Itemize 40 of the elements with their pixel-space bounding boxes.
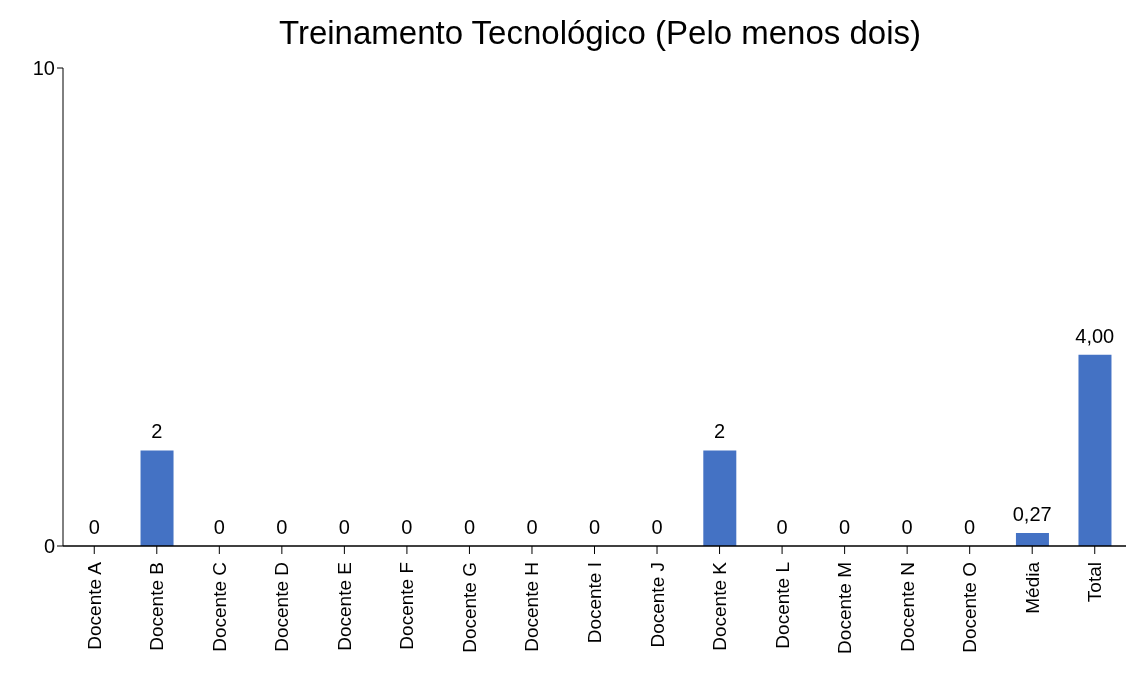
x-tick-label: Docente A — [83, 561, 105, 650]
x-tick-label: Docente G — [458, 562, 480, 653]
data-label: 0 — [401, 516, 413, 538]
data-label: 2 — [714, 420, 726, 443]
x-tick-label: Docente M — [834, 562, 856, 654]
data-label: 0 — [526, 516, 538, 538]
data-label: 2 — [151, 420, 163, 443]
x-tick-label: Docente I — [584, 562, 605, 644]
data-label: 0 — [463, 516, 475, 538]
bar — [703, 450, 737, 546]
chart-title: Treinamento Tecnológico (Pelo menos dois) — [278, 14, 922, 52]
x-tick-label: Docente C — [208, 562, 230, 652]
data-label: 0 — [338, 516, 350, 538]
x-tick-label: Docente O — [959, 562, 981, 653]
x-tick-label: Docente B — [146, 562, 168, 651]
x-tick-label: Docente H — [521, 562, 543, 652]
x-tick-label: Média — [1021, 561, 1043, 614]
x-tick-label: Docente D — [271, 562, 293, 652]
data-label: 0 — [276, 516, 288, 538]
x-tick-label: Total — [1084, 562, 1106, 603]
data-label: 0 — [964, 516, 976, 538]
bar — [1078, 354, 1112, 546]
bar — [140, 450, 174, 546]
data-label: 0 — [213, 516, 225, 538]
data-label: 0 — [651, 516, 663, 538]
x-tick-label: Docente F — [396, 562, 418, 650]
data-label: 0 — [776, 516, 788, 538]
data-label: 0 — [88, 516, 100, 538]
data-label: 0 — [588, 516, 601, 538]
data-label: 0 — [839, 516, 851, 538]
data-label: 0,27 — [1012, 503, 1052, 526]
x-tick-label: Docente K — [709, 561, 731, 651]
x-tick-label: Docente E — [333, 562, 355, 651]
x-tick-label: Docente N — [896, 562, 918, 652]
data-label: 0 — [901, 516, 913, 538]
y-tick-label: 10 — [32, 57, 55, 80]
bar — [1015, 533, 1049, 546]
x-tick-label: Docente J — [646, 562, 668, 648]
x-tick-label: Docente L — [771, 562, 793, 649]
data-label: 4,00 — [1075, 324, 1115, 347]
